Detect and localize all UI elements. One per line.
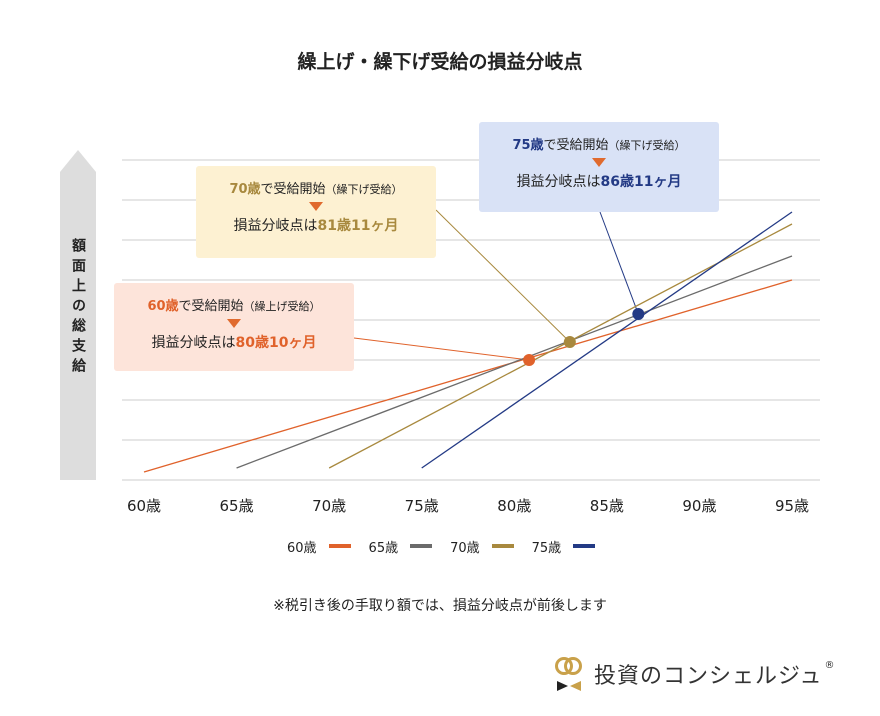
callout-leader-line: [599, 211, 639, 315]
callout-60-age: 60歳: [147, 299, 179, 314]
x-tick-label: 60歳: [127, 497, 161, 515]
brand-logo-icon: [555, 657, 582, 691]
callout-75-line1: 75歳で受給開始（繰下げ受給）: [479, 134, 719, 153]
series-line-65歳: [236, 255, 793, 469]
brand-logo-text: 投資のコンシェルジュ: [594, 664, 823, 689]
callout-60: 60歳で受給開始（繰上げ受給） 損益分岐点は80歳10ヶ月: [114, 283, 354, 371]
callout-70-age: 70歳: [229, 182, 261, 197]
legend-label-65: 65歳: [368, 540, 399, 556]
breakeven-point-75歳: [632, 308, 645, 320]
x-tick-label: 75歳: [405, 497, 439, 515]
chart-title: 繰上げ・繰下げ受給の損益分岐点: [297, 51, 583, 73]
callout-60-result-prefix: 損益分岐点は: [151, 335, 236, 351]
callout-60-start: で受給開始: [178, 299, 244, 314]
legend-label-60: 60歳: [287, 540, 317, 556]
footnote: ※税引き後の手取り額では、損益分岐点が前後します: [273, 598, 607, 614]
brand-logo: 投資のコンシェルジュ ®: [554, 654, 834, 694]
legend-item-65: 65歳: [369, 537, 433, 556]
legend-item-75: 75歳: [532, 537, 596, 556]
callout-75: 75歳で受給開始（繰下げ受給） 損益分岐点は86歳11ヶ月: [479, 122, 719, 212]
breakeven-point-60歳: [523, 354, 536, 366]
callout-75-age: 75歳: [512, 138, 544, 153]
legend-swatch-60: [328, 544, 351, 548]
legend-label-70: 70歳: [450, 540, 480, 556]
callout-60-triangle-icon: [227, 319, 241, 328]
x-tick-label: 70歳: [312, 497, 346, 515]
callout-70-type: （繰下げ受給）: [325, 183, 403, 196]
callout-60-result-value: 80歳10ヶ月: [235, 335, 317, 351]
callout-70-result-prefix: 損益分岐点は: [233, 218, 318, 234]
callout-60-line1: 60歳で受給開始（繰上げ受給）: [114, 295, 354, 314]
x-tick-label: 85歳: [590, 497, 624, 515]
callout-75-result-prefix: 損益分岐点は: [516, 174, 601, 190]
series-line-60歳: [143, 279, 793, 473]
legend-item-60: 60歳: [287, 537, 351, 556]
legend-swatch-75: [573, 544, 596, 548]
callout-75-line2: 損益分岐点は86歳11ヶ月: [479, 171, 719, 191]
legend-swatch-65: [410, 544, 433, 548]
legend: 60歳 65歳 70歳 75歳: [287, 536, 613, 556]
y-axis-arrow-icon: [60, 150, 96, 480]
legend-swatch-70: [491, 544, 514, 548]
callout-70: 70歳で受給開始（繰下げ受給） 損益分岐点は81歳11ヶ月: [196, 166, 436, 258]
series-line-75歳: [421, 211, 793, 469]
callout-70-result-value: 81歳11ヶ月: [317, 218, 399, 234]
x-tick-label: 65歳: [220, 497, 254, 515]
x-tick-label: 90歳: [682, 497, 716, 515]
registered-mark: ®: [824, 659, 835, 671]
callout-leader-line: [353, 337, 530, 361]
x-tick-label: 95歳: [775, 497, 809, 515]
callout-75-type: （繰下げ受給）: [608, 139, 686, 152]
callout-70-line1: 70歳で受給開始（繰下げ受給）: [196, 178, 436, 197]
callout-70-line2: 損益分岐点は81歳11ヶ月: [196, 215, 436, 235]
x-tick-label: 80歳: [497, 497, 531, 515]
callout-75-triangle-icon: [592, 158, 606, 167]
legend-item-70: 70歳: [450, 537, 514, 556]
breakeven-point-70歳: [563, 336, 576, 348]
callout-70-triangle-icon: [309, 202, 323, 211]
callout-70-start: で受給開始: [260, 182, 326, 197]
callout-75-result-value: 86歳11ヶ月: [600, 174, 682, 190]
callout-60-type: （繰上げ受給）: [243, 300, 321, 313]
callout-75-start: で受給開始: [543, 138, 609, 153]
legend-label-75: 75歳: [531, 540, 562, 556]
y-axis-label: 額面上の総支給: [70, 238, 86, 378]
callout-leader-line: [435, 209, 571, 343]
callout-60-line2: 損益分岐点は80歳10ヶ月: [114, 332, 354, 352]
